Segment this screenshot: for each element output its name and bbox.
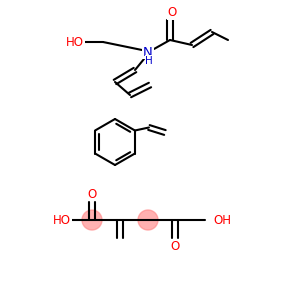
Text: N: N [143,46,153,59]
Text: O: O [170,239,180,253]
Circle shape [138,210,158,230]
Text: O: O [167,7,177,20]
Text: H: H [145,56,153,66]
Circle shape [82,210,102,230]
Text: HO: HO [53,214,71,226]
Text: O: O [87,188,97,200]
Text: OH: OH [213,214,231,226]
Text: HO: HO [66,35,84,49]
